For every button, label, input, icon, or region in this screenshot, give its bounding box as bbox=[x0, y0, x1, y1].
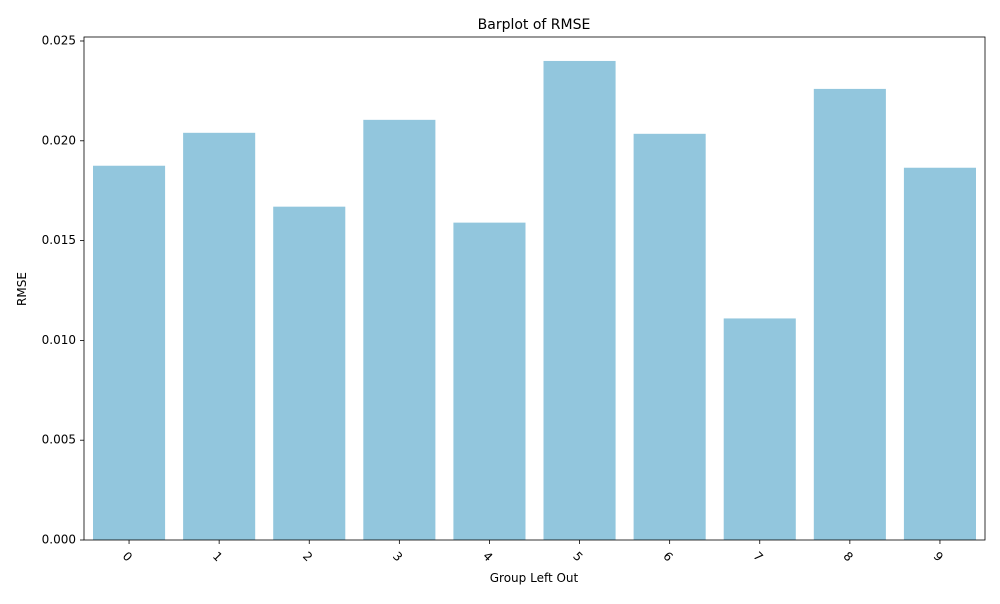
y-tick-label: 0.025 bbox=[42, 33, 76, 47]
bar-group-1 bbox=[183, 132, 256, 540]
x-tick-label: 4 bbox=[480, 549, 495, 564]
x-tick-label: 8 bbox=[841, 549, 856, 564]
bar-group-9 bbox=[903, 167, 976, 541]
bar-group-4 bbox=[453, 222, 526, 540]
y-tick-label: 0.005 bbox=[42, 433, 76, 447]
x-axis-label: Group Left Out bbox=[490, 571, 579, 585]
bar-group-6 bbox=[633, 133, 706, 540]
bar-group-8 bbox=[813, 88, 886, 541]
x-tick-label: 3 bbox=[390, 549, 405, 564]
x-tick-label: 6 bbox=[660, 549, 675, 564]
bar-group-0 bbox=[93, 165, 166, 541]
x-tick-label: 5 bbox=[570, 549, 585, 564]
x-tick-label: 2 bbox=[300, 549, 315, 564]
bar-group-5 bbox=[543, 60, 616, 540]
chart-title: Barplot of RMSE bbox=[478, 17, 591, 33]
y-tick-label: 0.000 bbox=[42, 533, 76, 547]
y-tick-label: 0.020 bbox=[42, 133, 76, 147]
bar-group-2 bbox=[273, 206, 346, 540]
y-tick-label: 0.015 bbox=[42, 233, 76, 247]
x-tick-label: 0 bbox=[120, 549, 135, 564]
bar-group-7 bbox=[723, 318, 796, 540]
x-tick-label: 9 bbox=[931, 549, 946, 564]
x-tick-label: 1 bbox=[210, 549, 225, 564]
bars-layer bbox=[93, 60, 976, 541]
y-axis-label: RMSE bbox=[15, 272, 29, 306]
plot-frame bbox=[83, 36, 986, 541]
bar-group-3 bbox=[363, 119, 436, 540]
x-tick-label: 7 bbox=[750, 549, 765, 564]
y-tick-label: 0.010 bbox=[42, 333, 76, 347]
